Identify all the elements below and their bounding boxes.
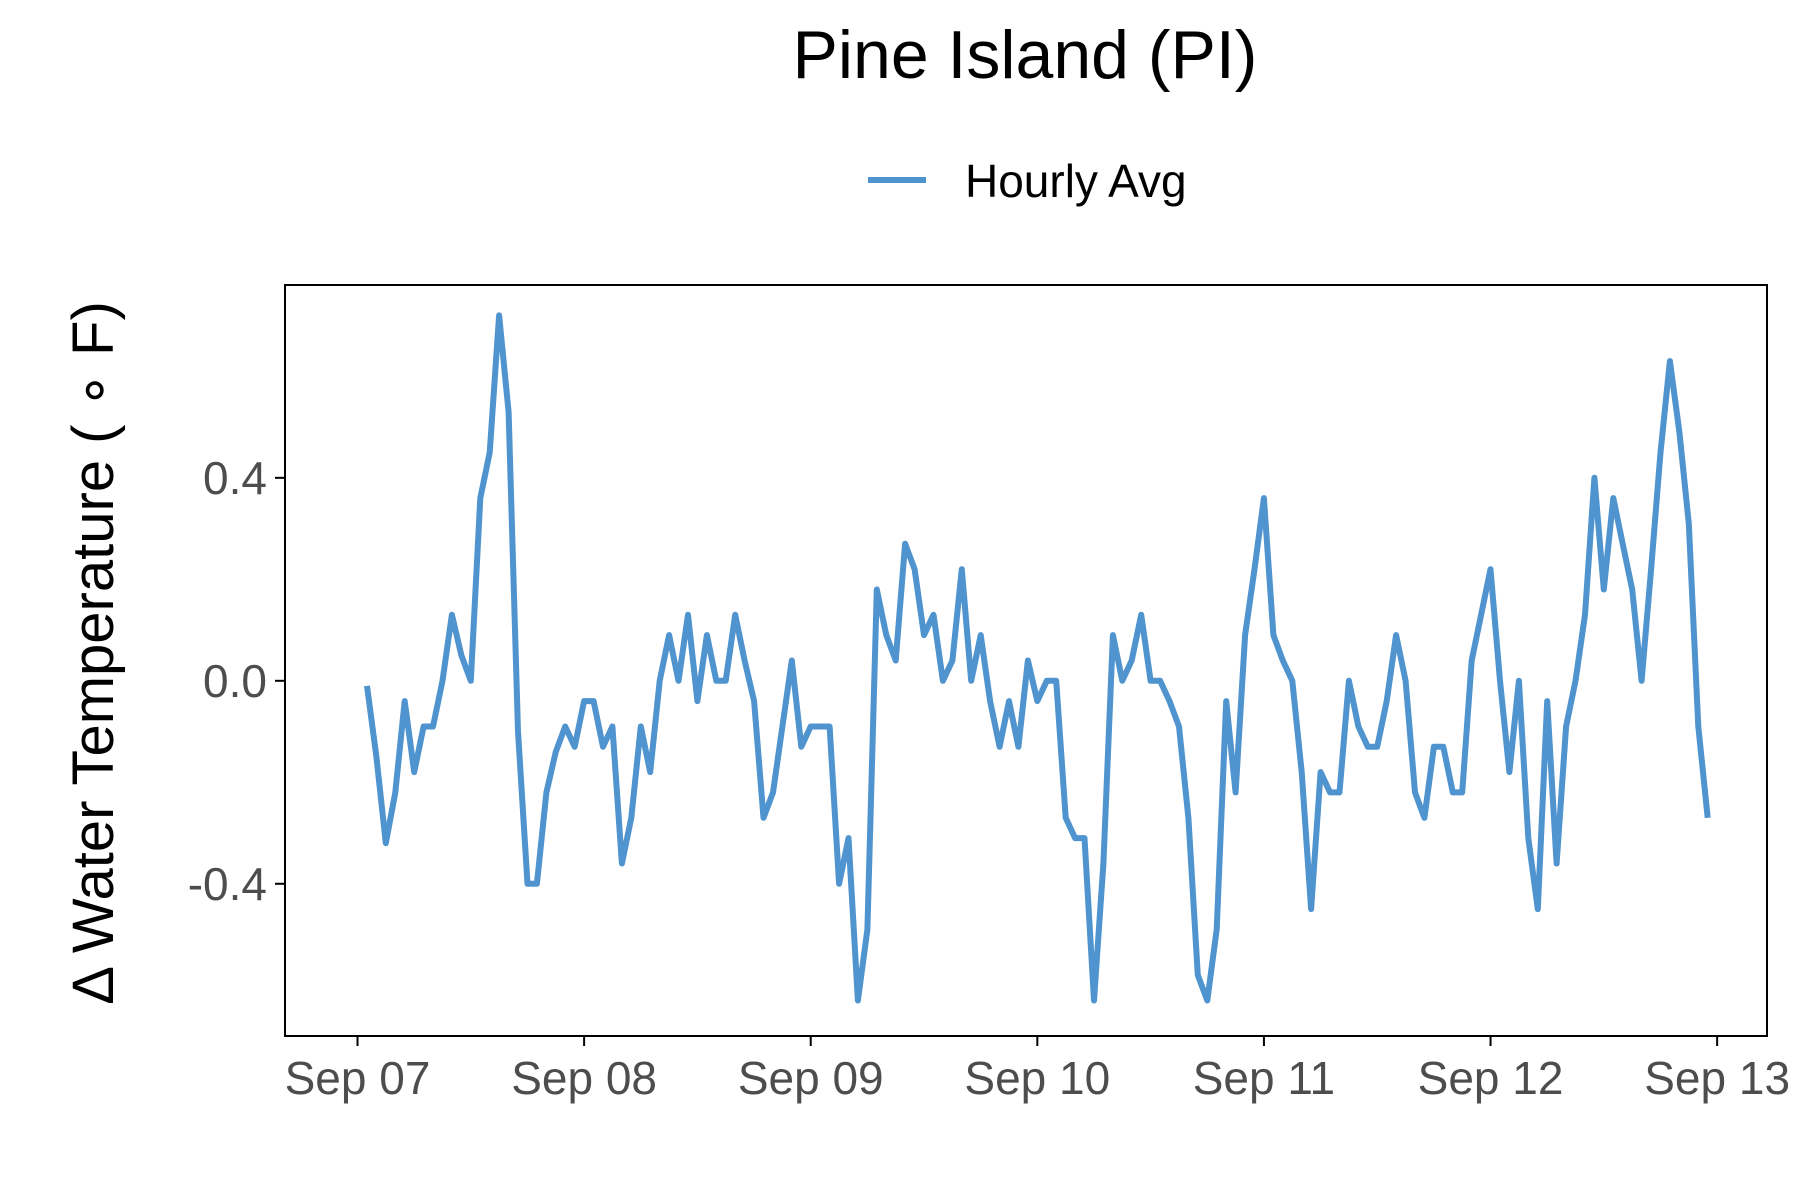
legend-label-hourly-avg: Hourly Avg	[965, 155, 1187, 207]
legend: Hourly Avg	[868, 155, 1187, 207]
x-tick-label: Sep 10	[964, 1052, 1110, 1104]
x-tick-label: Sep 09	[738, 1052, 884, 1104]
plot-panel-border	[284, 284, 1768, 1037]
series-line-hourly-avg	[364, 312, 1711, 1004]
y-tick-label: 0.4	[203, 452, 267, 504]
x-axis-ticks: Sep 07 Sep 08 Sep 09 Sep 10 Sep 11 Sep 12 Sep …	[285, 1036, 1790, 1104]
y-axis-ticks: -0.4 0.0 0.4	[188, 452, 285, 910]
y-axis-label: Δ Water Temperature ( ∘ F)	[61, 301, 126, 1005]
x-tick-label: Sep 11	[1193, 1052, 1335, 1104]
x-tick-label: Sep 12	[1418, 1052, 1564, 1104]
x-tick-label: Sep 13	[1644, 1052, 1790, 1104]
x-tick-label: Sep 08	[511, 1052, 657, 1104]
series-group	[364, 312, 1711, 1004]
x-tick-label: Sep 07	[285, 1052, 431, 1104]
chart-title: Pine Island (PI)	[793, 17, 1258, 93]
y-tick-label: 0.0	[203, 655, 267, 707]
y-tick-label: -0.4	[188, 858, 267, 910]
